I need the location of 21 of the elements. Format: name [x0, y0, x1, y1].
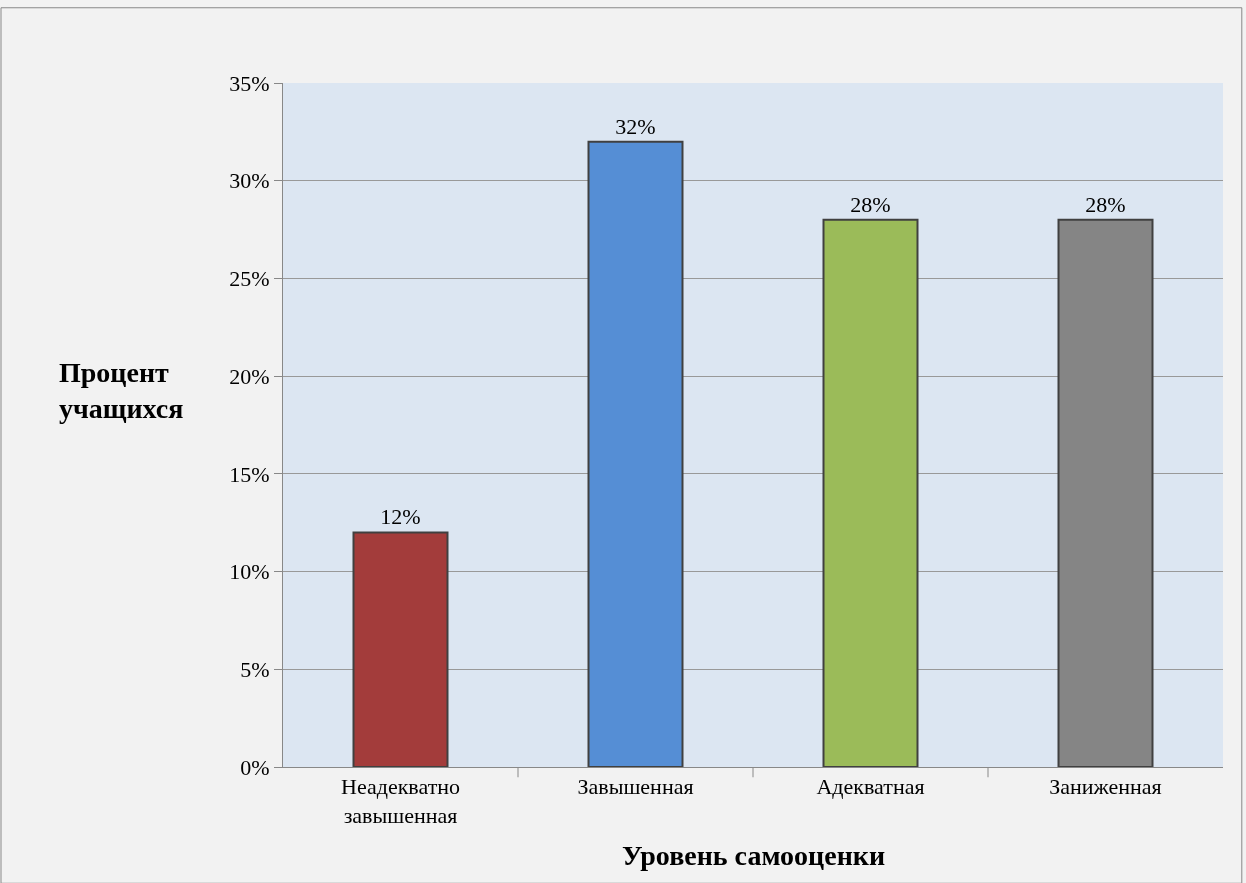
y-tick-label: 0% — [240, 754, 270, 780]
x-tick-label: Заниженная — [1049, 774, 1162, 800]
x-tick-label: Завышенная — [577, 774, 694, 800]
x-tick-label: Адекватная — [816, 774, 925, 800]
x-tick-label: Неадекватно завышенная — [340, 774, 461, 828]
y-tick-label: 10% — [229, 559, 270, 585]
data-label: 32% — [615, 113, 656, 139]
y-tick-label: 25% — [229, 266, 270, 292]
data-label: 28% — [1085, 191, 1126, 217]
y-tick-label: 20% — [229, 363, 270, 389]
bar — [587, 140, 684, 767]
data-label: 28% — [850, 191, 891, 217]
y-axis-title: Процент учащихся — [59, 357, 184, 425]
bar — [822, 218, 919, 767]
y-tick-label: 5% — [240, 656, 270, 682]
bar — [352, 531, 449, 767]
y-tick-label: 35% — [229, 70, 270, 96]
y-tick-label: 30% — [229, 168, 270, 194]
data-label: 12% — [380, 504, 421, 530]
x-axis-title: Уровень самооценки — [622, 840, 886, 871]
y-tick-label: 15% — [229, 461, 270, 487]
